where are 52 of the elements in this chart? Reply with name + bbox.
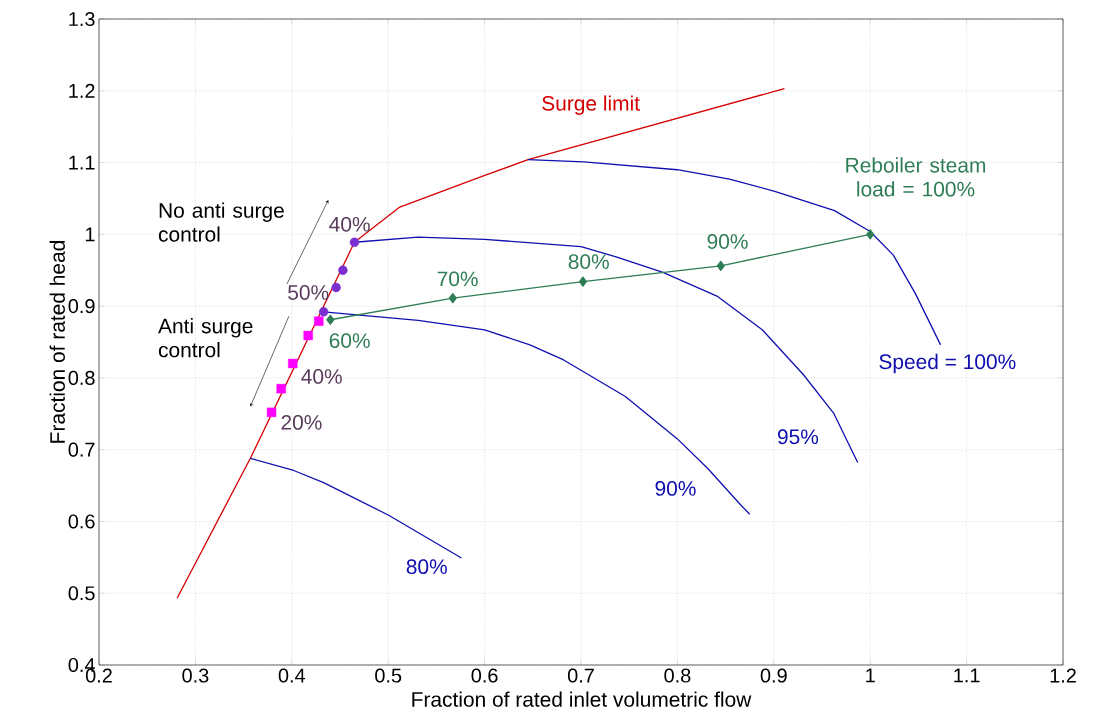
y-tick-label: 1 <box>85 227 95 242</box>
x-tick-label: 0.4 <box>278 668 306 683</box>
x-tick-label: 0.3 <box>182 668 209 683</box>
x-tick-label: 0.9 <box>760 668 787 683</box>
point <box>716 260 725 272</box>
series-label: 90% <box>655 481 696 496</box>
point <box>318 307 329 317</box>
annotation: No anti surge control <box>158 202 284 242</box>
point <box>303 330 313 341</box>
y-tick-label: 1.3 <box>69 11 95 27</box>
x-tick-label: 1 <box>866 668 875 683</box>
annotation: Anti surge control <box>158 318 253 358</box>
annotation: 50% <box>288 285 329 300</box>
point <box>314 316 324 326</box>
y-tick-label: 0.6 <box>68 514 95 529</box>
series-label: Speed = 100% <box>879 353 1016 374</box>
series-label: 80% <box>406 559 447 575</box>
series-label: Surge limit <box>542 95 640 115</box>
annotation: 20% <box>281 414 322 430</box>
annotation: 60% <box>329 333 370 348</box>
y-tick-label: 1.1 <box>69 155 95 170</box>
point <box>266 407 277 418</box>
y-tick-label: 0.8 <box>68 370 95 385</box>
annotation: Reboiler steam load = 100% <box>846 157 986 197</box>
point <box>331 282 341 293</box>
series-label: 95% <box>777 429 819 445</box>
x-tick-label: 0.6 <box>471 668 498 683</box>
annotation: 40% <box>301 369 342 384</box>
point <box>276 383 286 394</box>
y-axis-title: Fraction of rated head <box>49 241 65 443</box>
point <box>578 276 587 287</box>
point <box>338 265 348 275</box>
annotation: 40% <box>329 216 370 232</box>
point <box>448 293 457 304</box>
x-tick-label: 0.5 <box>375 668 402 683</box>
point <box>866 229 875 240</box>
x-tick-label: 1.1 <box>954 668 980 683</box>
annotation: 90% <box>707 234 748 249</box>
point <box>326 314 335 325</box>
line-series <box>249 457 463 559</box>
point <box>349 237 360 247</box>
annotation: 70% <box>437 271 478 287</box>
y-tick-label: 0.5 <box>68 586 95 601</box>
y-tick-label: 0.9 <box>68 299 95 314</box>
point <box>288 358 298 369</box>
x-tick-label: 1.2 <box>1050 668 1076 683</box>
x-tick-label: 0.7 <box>567 668 594 683</box>
annotation: 80% <box>568 254 609 270</box>
y-tick-label: 0.7 <box>68 442 95 457</box>
y-tick-label: 1.2 <box>69 83 95 98</box>
x-tick-label: 0.8 <box>664 668 691 683</box>
x-axis-title: Fraction of rated inlet volumetric flow <box>412 691 752 707</box>
